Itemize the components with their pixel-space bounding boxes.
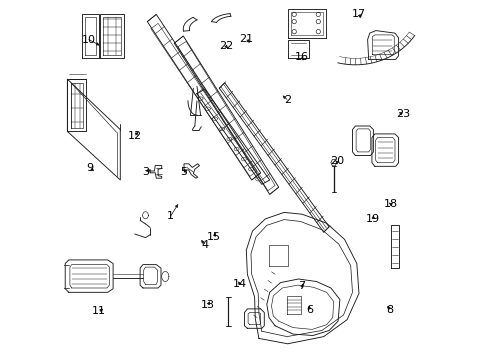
Text: 19: 19 bbox=[366, 214, 380, 224]
Text: 5: 5 bbox=[180, 167, 186, 177]
Text: 11: 11 bbox=[92, 306, 105, 316]
Text: 9: 9 bbox=[86, 163, 93, 174]
Text: 15: 15 bbox=[206, 232, 221, 242]
Text: 17: 17 bbox=[351, 9, 366, 19]
Text: 7: 7 bbox=[298, 281, 305, 291]
Text: 3: 3 bbox=[142, 167, 149, 177]
Text: 12: 12 bbox=[127, 131, 142, 141]
Text: 13: 13 bbox=[201, 300, 214, 310]
Text: 8: 8 bbox=[386, 305, 393, 315]
Text: 1: 1 bbox=[167, 211, 174, 221]
Text: 16: 16 bbox=[294, 52, 308, 62]
Text: 20: 20 bbox=[329, 156, 344, 166]
Text: 10: 10 bbox=[82, 35, 96, 45]
Text: 6: 6 bbox=[305, 305, 312, 315]
Text: 21: 21 bbox=[239, 34, 253, 44]
Text: 18: 18 bbox=[384, 199, 398, 210]
Text: 14: 14 bbox=[233, 279, 247, 289]
Text: 23: 23 bbox=[395, 109, 409, 120]
Text: 4: 4 bbox=[201, 240, 208, 250]
Text: 22: 22 bbox=[218, 41, 232, 51]
Text: 2: 2 bbox=[284, 95, 291, 105]
